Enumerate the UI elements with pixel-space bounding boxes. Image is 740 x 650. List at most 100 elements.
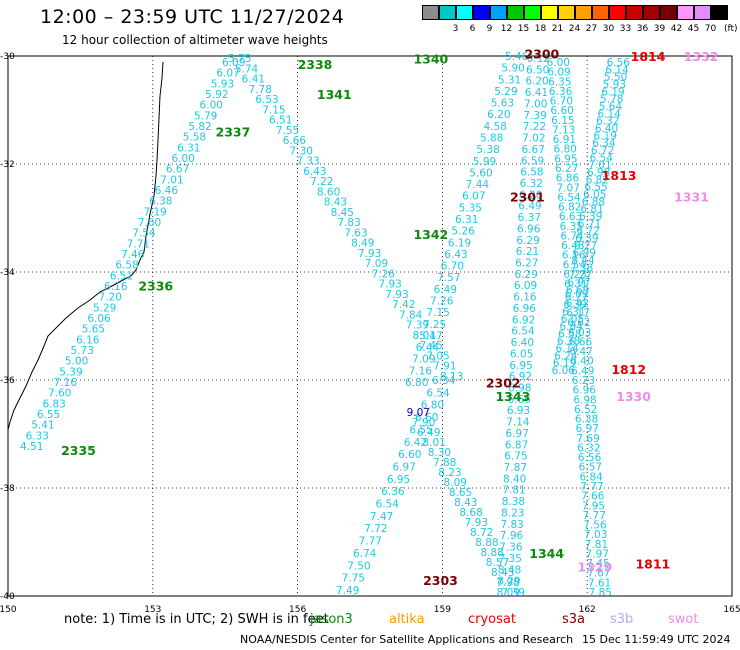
wave-height-value: 6.39 — [563, 299, 586, 311]
wave-height-value: 8.23 — [501, 507, 524, 519]
wave-height-value: 6.00 — [547, 57, 570, 69]
wave-height-value: 7.20 — [99, 292, 122, 304]
legend-label: 6 — [469, 24, 476, 34]
legend-label: 9 — [486, 24, 493, 34]
wave-height-value: 6.96 — [517, 223, 541, 235]
wave-height-value: 6.54 — [590, 152, 614, 164]
wave-height-value: 7.03 — [584, 529, 607, 541]
wave-height-value: 6.09 — [547, 67, 570, 79]
pass-labels: 1340 2338 1341 2337 1342 2336 2335 1343 1344 2300… — [61, 46, 718, 588]
legend-swatch — [507, 5, 524, 20]
legend-label: 24 — [568, 24, 581, 34]
wave-height-value: 6.36 — [381, 486, 405, 498]
wave-height-value: 6.63 — [559, 211, 582, 223]
pass-label: 1331 — [674, 189, 709, 204]
wave-height-value: 5.64 — [599, 101, 623, 113]
pass-label: 2303 — [423, 573, 458, 588]
legend-swatch — [609, 5, 626, 20]
wave-height-value: 7.00 — [524, 98, 547, 110]
wave-height-value: 6.14 — [556, 343, 580, 355]
x-tick-label: 156 — [289, 605, 306, 615]
wave-height-value: 7.16 — [409, 365, 433, 377]
wave-height-value: 6.16 — [104, 281, 128, 293]
wave-height-value: 8.43 — [491, 567, 514, 579]
wave-height-value: 5.93 — [211, 78, 234, 90]
wave-height-value: 7.09 — [412, 354, 435, 366]
legend-swatch — [660, 5, 677, 20]
pass-label: 2301 — [510, 189, 545, 204]
coastline-path — [7, 61, 164, 431]
wave-height-value: 6.81 — [580, 204, 603, 216]
wave-height-value: 7.66 — [581, 491, 605, 503]
wave-height-value: 6.60 — [398, 449, 421, 461]
wave-height-value: 6.40 — [595, 123, 618, 135]
wave-height-value: 6.42 — [404, 437, 427, 449]
wave-height-value: 6.54 — [511, 326, 535, 338]
wave-height-value: 7.56 — [583, 520, 607, 532]
wave-height-value: 6.97 — [567, 277, 590, 289]
legend-label: 27 — [585, 24, 598, 34]
wave-height-value: 7.02 — [522, 133, 545, 145]
pass-label: 1814 — [631, 49, 666, 64]
x-tick-label: 159 — [434, 605, 451, 615]
wave-height-value: 6.31 — [564, 279, 587, 291]
wave-height-value: 6.35 — [548, 76, 571, 88]
wave-height-value: 8.88 — [480, 547, 503, 559]
wave-height-value: 6.41 — [242, 74, 265, 86]
wave-height-value: 6.50 — [526, 64, 549, 76]
wave-height-value: 6.80 — [405, 377, 428, 389]
x-tick-label: 150 — [0, 605, 17, 615]
wave-height-value: 5.99 — [473, 156, 496, 168]
wave-height-value: 6.05 — [583, 189, 606, 201]
wave-height-value: 6.57 — [579, 462, 602, 474]
wave-height-value: 6.96 — [573, 385, 597, 397]
wave-height-value: 7.45 — [586, 558, 609, 570]
wave-height-value: 7.22 — [523, 121, 546, 133]
wave-height-value: 5.82 — [188, 121, 211, 133]
pass-label: 2335 — [61, 443, 96, 458]
wave-height-value: 6.60 — [415, 412, 438, 424]
wave-height-value: 6.31 — [177, 142, 200, 154]
wave-height-value: 6.20 — [525, 76, 548, 88]
legend-swatch — [677, 5, 694, 20]
satellite-name: cryosat — [468, 612, 516, 627]
wave-height-value: 6.72 — [576, 226, 599, 238]
wave-height-value: 6.74 — [560, 230, 584, 242]
satellite-name: s3a — [562, 612, 586, 627]
wave-height-value: 6.14 — [597, 108, 621, 120]
wave-height-value: 6.49 — [417, 427, 440, 439]
wave-height-value: 6.05 — [510, 348, 533, 360]
legend-label: 36 — [636, 24, 649, 34]
wave-height-value: 6.31 — [562, 306, 585, 318]
coastline — [7, 61, 164, 431]
wave-height-value: 7.93 — [378, 279, 401, 291]
wave-height-value: 7.07 — [557, 182, 580, 194]
wave-height-value: 6.31 — [455, 214, 478, 226]
wave-height-value: 6.98 — [587, 167, 610, 179]
wave-height-value: 6.19 — [594, 130, 617, 142]
wave-height-value: 7.14 — [506, 417, 530, 429]
wave-height-value: 7.57 — [437, 272, 460, 284]
wave-height-value: 7.84 — [399, 309, 423, 321]
wave-height-value: 6.46 — [155, 185, 179, 197]
wave-height-value: 7.26 — [372, 268, 396, 280]
legend-label: 21 — [551, 24, 564, 34]
pass-label: 2338 — [298, 57, 333, 72]
wave-height-value: 6.27 — [574, 240, 597, 252]
wave-height-value: 6.53 — [255, 94, 278, 106]
wave-height-value: 6.84 — [579, 471, 603, 483]
wave-height-value: 6.84 — [559, 321, 583, 333]
legend-label: 70 — [704, 24, 717, 34]
wave-height-value: 6.34 — [592, 138, 616, 150]
wave-height-value: 5.74 — [235, 63, 259, 75]
pass-label: 1342 — [413, 227, 448, 242]
wave-height-value: 6.52 — [574, 404, 597, 416]
wave-height-value: 7.60 — [138, 217, 161, 229]
wave-height-value: 7.81 — [502, 485, 525, 497]
chart-subtitle: 12 hour collection of altimeter wave hei… — [62, 33, 328, 47]
satellite-name: s3b — [610, 612, 634, 627]
satellite-tracks: 6.096.075.935.926.005.795.825.586.316.00… — [20, 51, 630, 599]
wave-height-value: 5.31 — [498, 74, 521, 86]
wave-height-value: 5.50 — [604, 72, 627, 84]
